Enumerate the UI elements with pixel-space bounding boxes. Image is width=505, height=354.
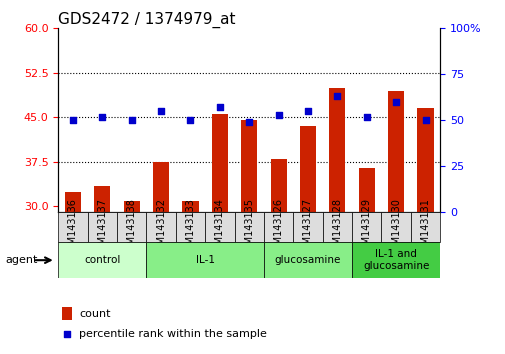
Text: GSM143136: GSM143136 [68,198,78,257]
Bar [87,212,117,242]
Bar [264,212,293,242]
Bar [351,212,381,242]
Bar [117,212,146,242]
Point [421,118,429,123]
Point [157,108,165,114]
Bar [358,168,374,212]
Point [63,331,71,337]
Bar [381,212,410,242]
Bar [146,212,175,242]
Bar [270,159,286,212]
Bar [175,212,205,242]
Point [69,118,77,123]
Text: GSM143138: GSM143138 [126,198,136,257]
Text: IL-1 and
glucosamine: IL-1 and glucosamine [362,249,428,271]
Bar [58,242,146,278]
Text: GSM143131: GSM143131 [420,198,430,257]
Point [304,108,312,114]
Text: percentile rank within the sample: percentile rank within the sample [79,329,267,339]
Bar [410,212,439,242]
Bar [94,186,110,212]
Point [127,118,135,123]
Text: GSM143130: GSM143130 [390,198,400,257]
Text: GSM143127: GSM143127 [302,198,313,257]
Text: GSM143132: GSM143132 [156,198,166,257]
Point [245,119,253,125]
Point [186,118,194,123]
Text: GSM143128: GSM143128 [332,198,342,257]
Bar [299,126,316,212]
Text: GSM143135: GSM143135 [244,198,254,257]
Bar [58,212,87,242]
Bar [293,212,322,242]
Bar [351,242,439,278]
Point [362,114,370,120]
Point [215,105,223,110]
Bar [211,114,227,212]
Text: GSM143129: GSM143129 [361,198,371,257]
Text: GSM143126: GSM143126 [273,198,283,257]
Bar [65,192,81,212]
Bar [62,307,71,320]
Point [333,93,341,99]
Bar [234,212,264,242]
Bar [241,120,257,212]
Bar [123,200,139,212]
Text: GSM143134: GSM143134 [215,198,224,257]
Point [391,99,399,105]
Point [274,112,282,118]
Text: GSM143133: GSM143133 [185,198,195,257]
Bar [329,88,345,212]
Bar [417,108,433,212]
Point [98,114,106,120]
Text: count: count [79,309,111,319]
Bar [264,242,351,278]
Text: agent: agent [5,255,37,265]
Text: GDS2472 / 1374979_at: GDS2472 / 1374979_at [58,12,235,28]
Bar [146,242,264,278]
Text: control: control [84,255,120,265]
Bar [153,162,169,212]
Text: GSM143137: GSM143137 [97,198,107,257]
Bar [322,212,351,242]
Bar [205,212,234,242]
Bar [182,200,198,212]
Text: glucosamine: glucosamine [274,255,340,265]
Text: IL-1: IL-1 [195,255,214,265]
Bar [387,91,403,212]
